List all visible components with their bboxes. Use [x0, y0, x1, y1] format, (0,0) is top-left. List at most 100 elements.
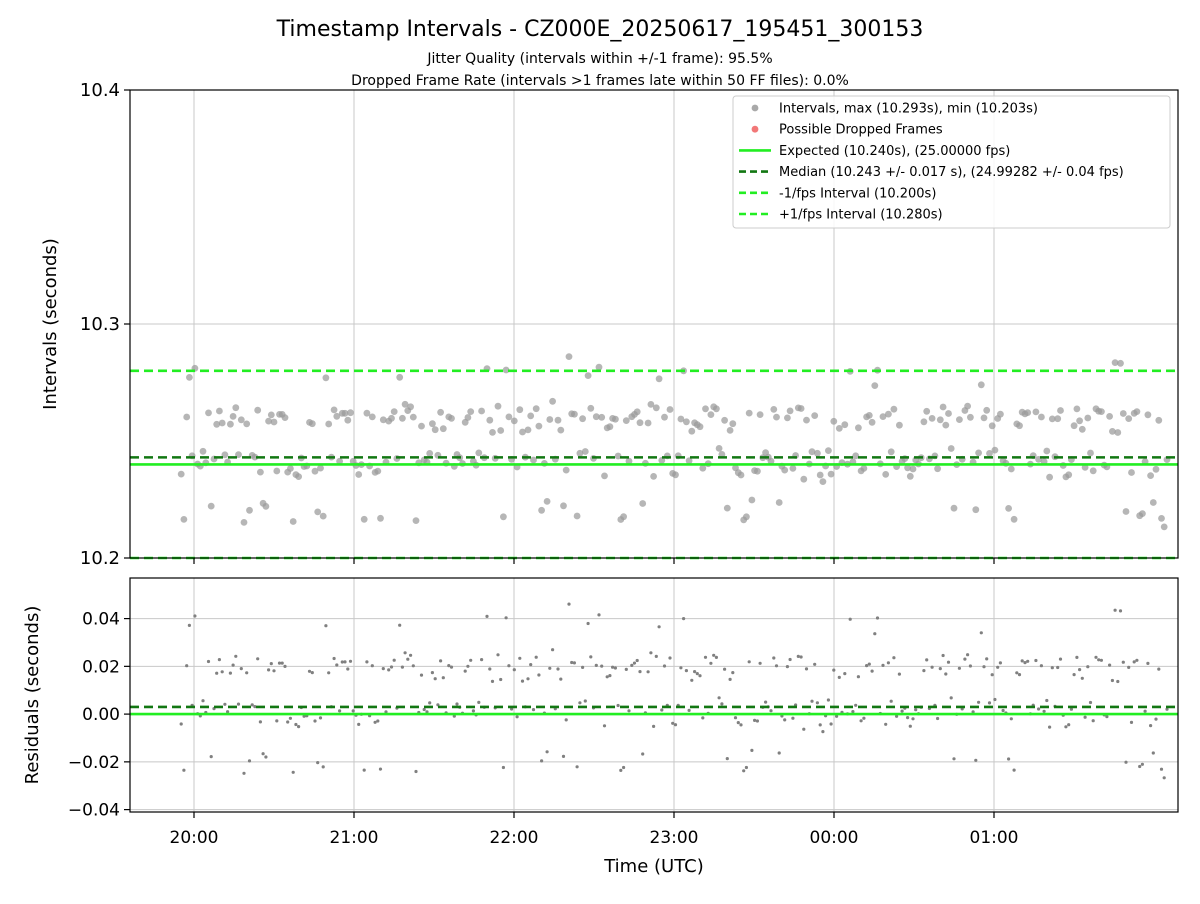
residual-point [280, 661, 284, 665]
residual-point [480, 658, 484, 662]
interval-point [1087, 449, 1094, 457]
chart-subtitle-jitter: Jitter Quality (intervals within +/-1 fr… [426, 51, 772, 67]
residual-point [897, 672, 902, 676]
residual-point [884, 722, 888, 726]
interval-point [868, 418, 876, 426]
interval-point [803, 416, 810, 424]
residual-point [611, 665, 615, 669]
interval-point [448, 415, 455, 422]
residual-point [698, 674, 702, 678]
interval-point [726, 427, 734, 434]
residual-point [693, 670, 697, 674]
interval-point [942, 421, 950, 429]
residual-point [297, 725, 301, 729]
legend-label: Expected (10.240s), (25.00000 fps) [779, 144, 1010, 159]
residual-point [993, 697, 997, 702]
interval-point [401, 400, 409, 408]
interval-point [1076, 417, 1083, 425]
residual-point [589, 655, 593, 659]
residual-point [381, 667, 385, 671]
residual-point [785, 665, 790, 669]
interval-point [677, 415, 685, 423]
interval-point [1065, 471, 1073, 479]
residual-point [873, 632, 877, 636]
x-tick-label: 00:00 [810, 828, 859, 848]
residual-point [351, 709, 355, 713]
interval-point [240, 519, 248, 526]
interval-point [237, 416, 245, 424]
residual-point [1138, 764, 1142, 769]
interval-point [1098, 408, 1105, 415]
residual-point [1017, 673, 1022, 677]
residual-point [534, 655, 538, 659]
residual-point [551, 648, 555, 652]
residual-point [422, 707, 426, 712]
interval-point [797, 405, 805, 412]
residual-point [977, 700, 981, 704]
residual-point [327, 671, 331, 675]
residual-point [985, 657, 989, 661]
interval-point [1048, 415, 1056, 423]
interval-point [1152, 465, 1160, 473]
residual-point [1034, 658, 1038, 663]
interval-point [571, 410, 578, 418]
residual-point [747, 660, 751, 664]
residual-point [1132, 660, 1136, 664]
residual-point [624, 667, 628, 672]
interval-point [650, 473, 657, 480]
interval-point [666, 406, 674, 413]
residual-point [938, 667, 942, 671]
legend-box [732, 95, 1171, 229]
residual-point [848, 617, 852, 621]
residual-point [583, 699, 587, 703]
residual-point [966, 653, 970, 657]
interval-point [257, 468, 264, 476]
residual-point [436, 703, 440, 707]
residual-point [936, 716, 940, 721]
interval-point [439, 425, 447, 433]
residual-point [398, 623, 402, 627]
residual-point [804, 667, 809, 671]
residual-point [843, 672, 847, 676]
residual-point [922, 669, 926, 673]
residual-point [392, 658, 396, 662]
residual-point [485, 614, 489, 619]
interval-point [1147, 472, 1154, 479]
interval-point [748, 496, 756, 504]
residual-point [1072, 673, 1076, 677]
interval-point [784, 414, 791, 422]
interval-point [909, 465, 917, 473]
residual-point [182, 768, 186, 772]
interval-point [467, 408, 475, 415]
residual-point [564, 718, 568, 722]
residual-point [559, 677, 563, 681]
interval-point [988, 422, 996, 430]
interval-point [437, 408, 444, 416]
residual-point [318, 716, 323, 720]
residual-point [856, 675, 861, 679]
residual-point [646, 670, 650, 674]
interval-point [308, 420, 316, 428]
residual-point [739, 723, 743, 727]
residual-point [570, 660, 574, 665]
residual-point [714, 655, 719, 660]
residual-point [889, 699, 893, 703]
residual-point [548, 666, 552, 670]
interval-point [363, 409, 371, 417]
interval-point [478, 407, 485, 415]
residual-point [865, 664, 869, 668]
interval-point [601, 472, 608, 480]
interval-point [388, 414, 395, 422]
residual-point [1050, 666, 1054, 670]
interval-point [622, 417, 630, 424]
interval-point [786, 407, 794, 415]
interval-point [882, 471, 890, 478]
residual-point [586, 621, 590, 626]
interval-point [355, 471, 363, 478]
residual-point [531, 708, 536, 712]
interval-point [183, 413, 191, 421]
residual-point [1149, 724, 1153, 728]
residual-point [870, 669, 874, 673]
x-tick-label: 23:00 [650, 828, 699, 848]
residual-point [179, 722, 183, 726]
